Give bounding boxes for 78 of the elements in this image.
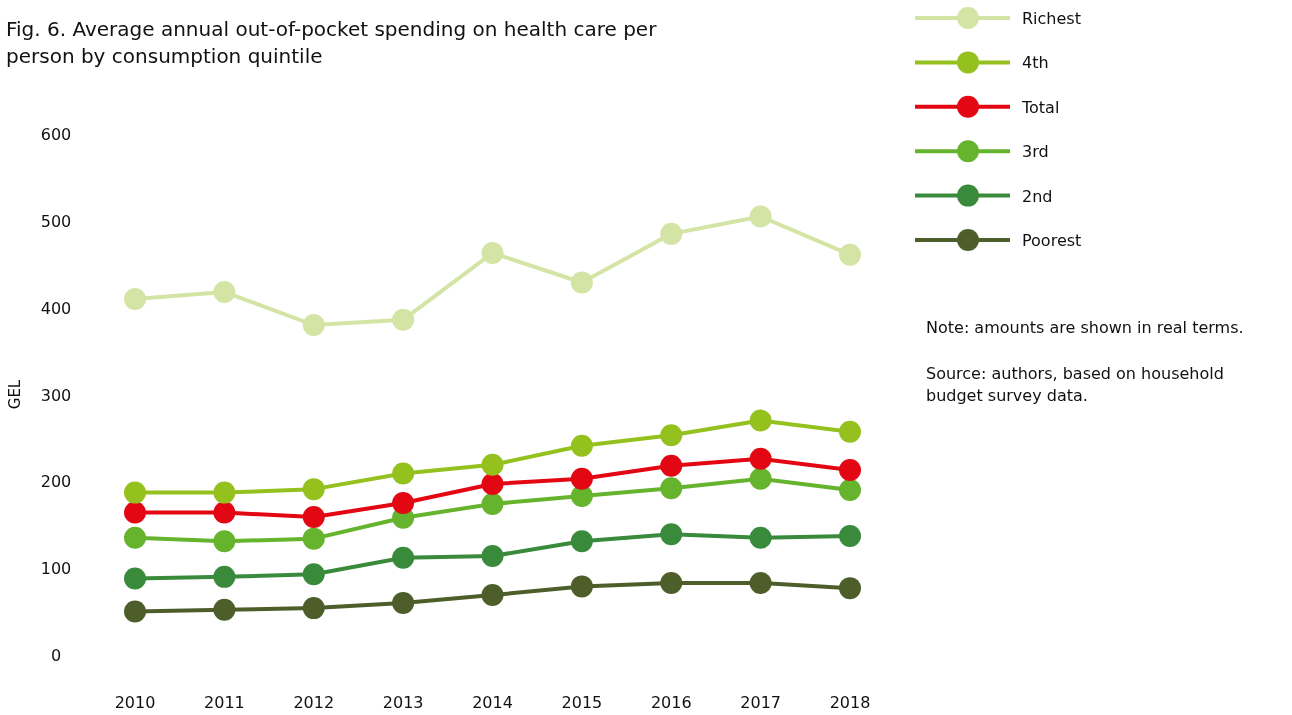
x-tick-label: 2011 xyxy=(204,693,245,712)
point xyxy=(570,575,593,598)
point xyxy=(302,527,325,550)
y-tick-label: 400 xyxy=(40,298,72,318)
point xyxy=(392,308,415,331)
point xyxy=(124,481,146,504)
point xyxy=(302,478,325,501)
point xyxy=(570,467,593,490)
point xyxy=(660,477,683,500)
point xyxy=(570,271,593,294)
point xyxy=(392,492,415,515)
point xyxy=(481,492,504,515)
point xyxy=(213,565,236,588)
y-tick-label: 0 xyxy=(50,646,62,665)
point xyxy=(749,447,772,470)
point xyxy=(660,571,683,594)
point xyxy=(660,523,683,546)
y-axis-title: GEL xyxy=(6,379,24,410)
point xyxy=(124,501,146,524)
point xyxy=(213,598,236,621)
x-tick-label: 2014 xyxy=(472,693,513,712)
point xyxy=(481,584,504,607)
point xyxy=(749,409,772,432)
y-tick-label: 200 xyxy=(40,472,72,492)
point xyxy=(570,434,593,457)
point xyxy=(124,567,146,590)
point xyxy=(392,591,415,614)
y-tick-label: 600 xyxy=(40,125,72,144)
point xyxy=(660,424,683,447)
x-tick-label: 2015 xyxy=(561,693,603,712)
point xyxy=(302,505,325,528)
point xyxy=(481,545,504,568)
point xyxy=(839,243,861,266)
text: Poorest xyxy=(1022,231,1082,250)
point xyxy=(302,597,325,620)
point xyxy=(124,526,146,549)
x-tick-label: 2010 xyxy=(114,693,156,712)
text: Richest xyxy=(1022,9,1081,28)
x-tick-label: 2016 xyxy=(650,693,692,712)
point xyxy=(213,501,236,524)
point xyxy=(481,453,504,476)
point xyxy=(213,281,236,304)
point xyxy=(749,467,772,490)
point xyxy=(749,205,772,228)
point xyxy=(481,241,504,264)
point xyxy=(839,577,861,600)
point xyxy=(839,525,861,548)
point xyxy=(660,454,683,477)
point xyxy=(481,472,504,495)
x-tick-label: 2018 xyxy=(829,693,871,712)
point xyxy=(839,459,861,482)
point xyxy=(213,481,236,504)
x-tick-label: 2017 xyxy=(740,693,781,712)
y-tick-label: 500 xyxy=(40,211,72,231)
point xyxy=(124,600,146,623)
text: 2nd xyxy=(1022,186,1053,206)
point xyxy=(839,479,861,502)
point xyxy=(570,530,593,553)
point xyxy=(392,546,415,569)
point xyxy=(749,571,772,594)
text: Total xyxy=(1021,97,1060,117)
text: 3rd xyxy=(1022,142,1049,162)
x-tick-label: 2013 xyxy=(382,693,424,712)
point xyxy=(124,287,146,310)
y-tick-label: 300 xyxy=(40,385,72,405)
point xyxy=(213,530,236,553)
point xyxy=(749,526,772,549)
chart-title: Fig. 6. Average annual out-of-pocket spending on health care per person by consumption quintile xyxy=(6,17,658,68)
text: Note: amounts are shown in real terms. xyxy=(926,318,1244,337)
y-tick-label: 100 xyxy=(40,559,72,579)
point xyxy=(839,420,861,443)
point xyxy=(660,222,683,245)
point xyxy=(302,563,325,586)
point xyxy=(302,314,325,337)
x-tick-label: 2012 xyxy=(293,693,335,712)
point xyxy=(392,462,415,485)
text: 4th xyxy=(1022,53,1049,73)
source-note: Source: authors, based on household budget survey data. xyxy=(926,364,1224,405)
